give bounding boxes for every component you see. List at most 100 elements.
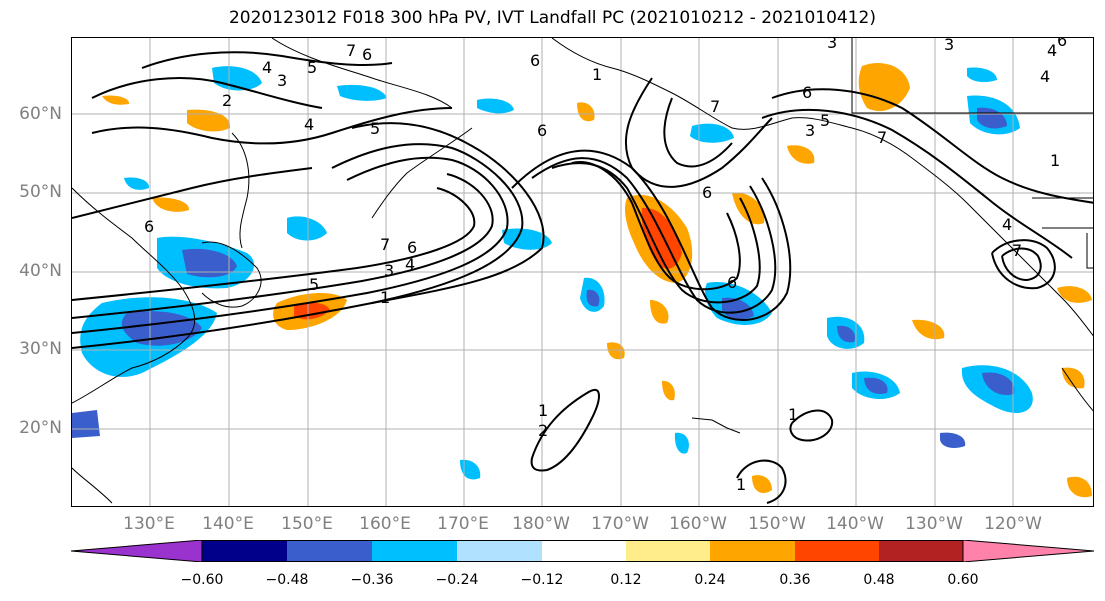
negative-anomaly-patch [674,432,689,454]
contour-label: 5 [307,58,317,77]
contour-label: 6 [802,83,812,102]
contour-label: 3 [805,121,815,140]
contour-label: 4 [1047,41,1057,60]
contour-label: 4 [262,58,272,77]
colorbar-segment [542,540,626,562]
positive-anomaly-patch [102,95,130,105]
lon-label-150e: 150°E [281,514,333,534]
colorbar-segment [710,540,795,562]
positive-anomaly-patch [577,102,595,122]
lat-label-60n: 60°N [19,104,62,124]
contour-label: 3 [944,38,954,54]
contour-label: 6 [362,45,372,64]
contour-label: 6 [727,273,737,292]
contour-label: 4 [1040,67,1050,86]
positive-anomaly-patch [662,380,675,401]
negative-anomaly-core [182,248,237,278]
contour-label: 1 [788,405,798,424]
negative-anomaly-patch [967,67,997,83]
positive-anomaly-patch [1062,367,1085,389]
pv-contours [72,51,1093,504]
lat-label-40n: 40°N [19,261,62,281]
negative-anomaly-core [722,297,754,320]
lat-label-50n: 50°N [19,182,62,202]
negative-anomaly-core [837,325,856,343]
contour-label: 4 [405,255,415,274]
contour-label: 5 [309,275,319,294]
colorbar-tick-label: −0.48 [265,572,309,588]
lon-label-120w: 120°W [984,514,1042,534]
lat-label-30n: 30°N [19,339,62,359]
lon-label-130e: 130°E [123,514,175,534]
map-panel: 1 3 4 5 6 7 6 2 3 4 5 4 5 7 6 6 6 1 7 6 … [71,37,1094,507]
lon-label-160w: 160°W [669,514,727,534]
colorbar-segment [962,540,1094,562]
colorbar-segment [795,540,879,562]
contour-label: 1 [380,288,390,307]
contour-label: 2 [538,421,548,440]
lon-label-140w: 140°W [826,514,884,534]
contour-labels: 1 3 4 5 6 7 6 2 3 4 5 4 5 7 6 6 6 1 7 6 … [144,38,1067,494]
colorbar-tick-label: −0.60 [180,572,224,588]
positive-anomaly-patch [607,342,625,360]
lon-label-170w: 170°W [591,514,649,534]
contour-label: 7 [710,97,720,116]
positive-anomaly-patch [912,319,945,340]
contour-label: 2 [222,91,232,110]
contour-label: 6 [537,121,547,140]
contour-label: 4 [304,115,314,134]
contour-label: 6 [1057,38,1067,50]
colorbar-tick-label: 0.12 [610,572,642,588]
lon-label-130w: 130°W [905,514,963,534]
contour-label: 1 [538,401,548,420]
map-title: 2020123012 F018 300 hPa PV, IVT Landfall… [228,8,876,28]
lon-label-160e: 160°E [359,514,411,534]
positive-anomaly-patch [650,300,669,324]
contour-label: 7 [346,41,356,60]
lon-label-150w: 150°W [748,514,806,534]
negative-anomaly-core [586,289,600,307]
contour-label: 7 [877,128,887,147]
contour-label: 1 [592,65,602,84]
lat-label-20n: 20°N [19,418,62,438]
colorbar-outline [201,540,964,562]
colorbar-segment [71,540,203,562]
negative-anomaly-patch [460,459,481,480]
negative-anomaly-core [864,377,888,394]
contour-label: 5 [370,119,380,138]
lon-label-170e: 170°E [437,514,489,534]
colorbar-tick-label: −0.24 [435,572,479,588]
positive-anomaly-patch [752,475,772,494]
coastlines [72,38,1093,504]
contour-label: 1 [1050,151,1060,170]
negative-anomaly-patch [337,84,387,101]
positive-anomaly-patch [732,192,765,225]
contour-label: 6 [702,183,712,202]
lon-label-180w: 180°W [512,514,570,534]
lon-label-140e: 140°E [202,514,254,534]
negative-anomaly-patch [72,410,100,438]
positive-anomaly-patch [152,197,190,212]
colorbar-segment [626,540,710,562]
contour-label: 3 [384,261,394,280]
positive-anomaly-patch [787,145,815,164]
positive-anomaly-patch [1057,286,1092,303]
colorbar-segment [372,540,457,562]
contour-label: 3 [277,71,287,90]
negative-anomaly-patch [502,228,552,250]
colorbar [71,540,1094,562]
colorbar-tick-label: 0.60 [947,572,979,588]
contour-label: 6 [407,238,417,257]
contour-label: 6 [530,51,540,70]
colorbar-segment [287,540,372,562]
positive-anomaly-patch [1067,476,1092,498]
negative-anomaly-core [982,372,1015,396]
negative-anomaly-patch [940,432,966,448]
colorbar-tick-label: 0.48 [863,572,895,588]
colorbar-segment [457,540,542,562]
contour-label: 6 [144,217,154,236]
negative-anomaly-patch [124,177,150,190]
negative-anomaly-patch [287,216,327,241]
pc-shading-layer [72,62,1092,498]
colorbar-segment [202,540,287,562]
